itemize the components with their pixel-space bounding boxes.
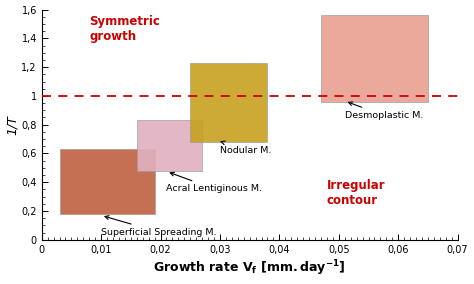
Text: Symmetric
growth: Symmetric growth bbox=[89, 15, 160, 43]
Text: Acral Lentiginous M.: Acral Lentiginous M. bbox=[166, 172, 263, 193]
Bar bbox=[321, 15, 428, 102]
Bar bbox=[137, 120, 202, 171]
Text: Irregular
contour: Irregular contour bbox=[327, 179, 385, 207]
Text: Nodular M.: Nodular M. bbox=[220, 141, 271, 154]
Text: Desmoplastic M.: Desmoplastic M. bbox=[345, 102, 423, 120]
X-axis label: Growth rate $\mathbf{V_f}$ $\mathbf{[mm.day^{-1}]}$: Growth rate $\mathbf{V_f}$ $\mathbf{[mm.… bbox=[154, 259, 346, 278]
Bar bbox=[60, 149, 155, 214]
Text: Superficial Spreading M.: Superficial Spreading M. bbox=[101, 216, 217, 237]
Bar bbox=[190, 63, 267, 142]
Y-axis label: 1/T: 1/T bbox=[6, 115, 18, 135]
